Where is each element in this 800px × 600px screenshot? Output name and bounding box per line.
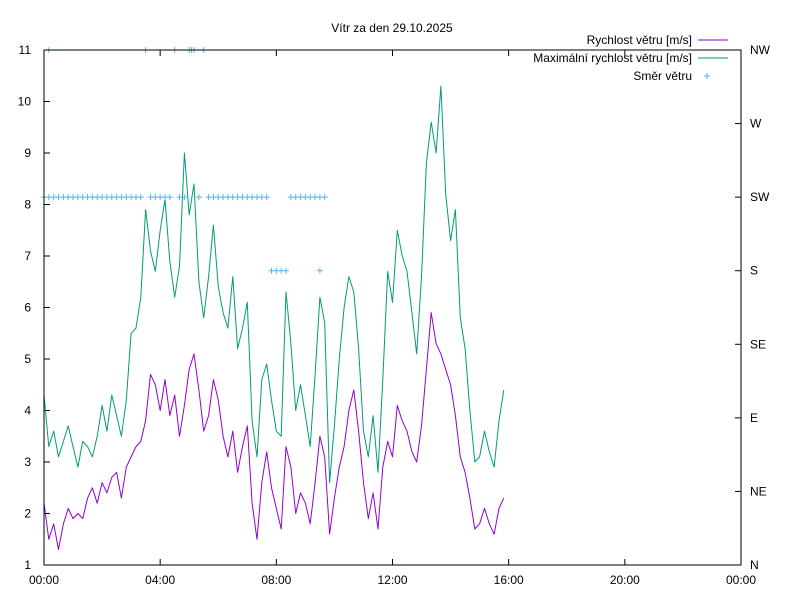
legend: Rychlost větru [m/s] Maximální rychlost v… bbox=[533, 33, 728, 83]
y-tick-label: 5 bbox=[24, 352, 31, 366]
direction-point bbox=[316, 267, 323, 274]
y-tick-label: 4 bbox=[24, 404, 31, 418]
y-tick-label: 11 bbox=[19, 43, 32, 57]
direction-point bbox=[166, 194, 173, 201]
y-tick-label: 7 bbox=[24, 249, 31, 263]
direction-point bbox=[321, 194, 328, 201]
series-line-gust bbox=[43, 85, 505, 484]
y-tick-label: 8 bbox=[24, 198, 31, 212]
y-tick-label: 2 bbox=[24, 507, 31, 521]
series-lines bbox=[43, 85, 505, 550]
y2-tick-label: W bbox=[750, 117, 762, 131]
y-tick-label: 9 bbox=[24, 146, 31, 160]
x-tick-label: 08:00 bbox=[261, 573, 291, 587]
x-tick-label: 04:00 bbox=[145, 573, 175, 587]
legend-label: Směr větru bbox=[633, 69, 692, 83]
series-line-speed bbox=[43, 312, 505, 550]
chart-title: Vítr za den 29.10.2025 bbox=[331, 21, 453, 35]
y-tick-label: 6 bbox=[24, 301, 31, 315]
y2-tick-label: SE bbox=[750, 337, 766, 351]
x-tick-label: 00:00 bbox=[726, 573, 756, 587]
y2-tick-label: SW bbox=[750, 190, 770, 204]
x-tick-label: 12:00 bbox=[377, 573, 407, 587]
direction-point bbox=[195, 194, 202, 201]
y2-tick-label: N bbox=[750, 558, 759, 572]
y2-tick-label: NW bbox=[750, 43, 771, 57]
direction-point bbox=[263, 194, 270, 201]
y-tick-label: 1 bbox=[24, 558, 31, 572]
direction-point bbox=[137, 194, 144, 201]
legend-label: Maximální rychlost větru [m/s] bbox=[533, 51, 692, 65]
y2-tick-label: S bbox=[750, 264, 758, 278]
y2-tick-label: E bbox=[750, 411, 758, 425]
direction-point bbox=[283, 267, 290, 274]
legend-label: Rychlost větru [m/s] bbox=[587, 33, 692, 47]
y2-tick-label: NE bbox=[750, 484, 767, 498]
legend-swatch-point bbox=[704, 73, 710, 79]
direction-point bbox=[181, 194, 188, 201]
x-tick-label: 16:00 bbox=[494, 573, 524, 587]
y-tick-label: 3 bbox=[24, 455, 31, 469]
x-tick-label: 20:00 bbox=[610, 573, 640, 587]
axis-ticks: 1 2 3 4 5 6 7 8 9 10 11 N NE E SE S SW W NW 00:00 04:00 08:00… bbox=[18, 43, 771, 587]
plot-frame bbox=[43, 49, 742, 566]
y-tick-label: 10 bbox=[18, 95, 32, 109]
x-tick-label: 00:00 bbox=[29, 573, 59, 587]
